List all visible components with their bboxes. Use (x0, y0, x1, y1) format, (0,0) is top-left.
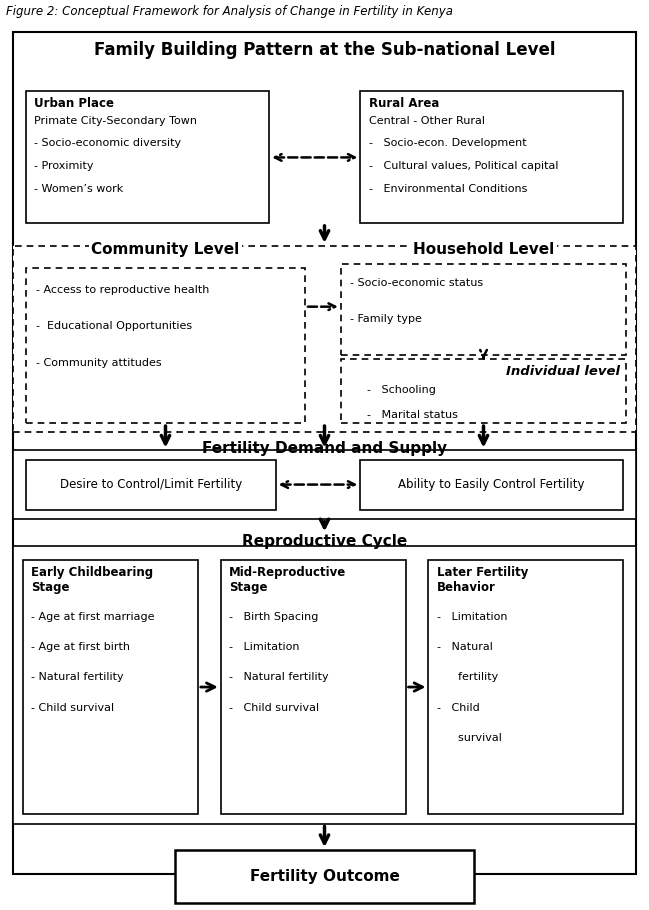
Text: -   Limitation: - Limitation (437, 612, 508, 622)
Text: -   Child: - Child (437, 703, 480, 713)
Text: -   Cultural values, Political capital: - Cultural values, Political capital (369, 161, 558, 171)
Text: Ability to Easily Control Fertility: Ability to Easily Control Fertility (398, 478, 585, 491)
FancyBboxPatch shape (428, 560, 623, 814)
Text: Family Building Pattern at the Sub-national Level: Family Building Pattern at the Sub-natio… (93, 41, 556, 59)
Text: Urban Place: Urban Place (34, 97, 114, 110)
Text: Rural Area: Rural Area (369, 97, 439, 110)
Text: -   Child survival: - Child survival (229, 703, 319, 713)
Text: Primate City-Secondary Town: Primate City-Secondary Town (34, 116, 197, 126)
Text: - Access to reproductive health: - Access to reproductive health (36, 285, 209, 295)
Text: -   Schooling: - Schooling (367, 385, 435, 395)
Text: -   Natural: - Natural (437, 642, 493, 652)
Text: - Natural fertility: - Natural fertility (31, 672, 124, 682)
Text: - Socio-economic diversity: - Socio-economic diversity (34, 138, 182, 148)
Text: - Age at first marriage: - Age at first marriage (31, 612, 154, 622)
Text: - Women’s work: - Women’s work (34, 184, 124, 194)
FancyBboxPatch shape (175, 850, 474, 903)
Text: - Proximity: - Proximity (34, 161, 94, 171)
Text: Early Childbearing
Stage: Early Childbearing Stage (31, 566, 153, 594)
Text: -   Natural fertility: - Natural fertility (229, 672, 329, 682)
Text: Reproductive Cycle: Reproductive Cycle (242, 534, 407, 549)
Text: Household Level: Household Level (413, 242, 554, 257)
Text: Individual level: Individual level (506, 365, 620, 378)
FancyBboxPatch shape (13, 450, 636, 519)
Text: - Age at first birth: - Age at first birth (31, 642, 130, 652)
FancyBboxPatch shape (360, 460, 623, 510)
Text: Figure 2: Conceptual Framework for Analysis of Change in Fertility in Kenya: Figure 2: Conceptual Framework for Analy… (6, 5, 454, 17)
Text: - Socio-economic status: - Socio-economic status (350, 278, 484, 288)
FancyBboxPatch shape (13, 32, 636, 874)
Text: -   Limitation: - Limitation (229, 642, 300, 652)
FancyBboxPatch shape (23, 560, 198, 814)
Text: -   Environmental Conditions: - Environmental Conditions (369, 184, 527, 194)
Text: Desire to Control/Limit Fertility: Desire to Control/Limit Fertility (60, 478, 242, 491)
Text: -   Socio-econ. Development: - Socio-econ. Development (369, 138, 526, 148)
FancyBboxPatch shape (26, 268, 305, 423)
FancyBboxPatch shape (341, 264, 626, 355)
Text: Central - Other Rural: Central - Other Rural (369, 116, 485, 126)
Text: fertility: fertility (437, 672, 498, 682)
FancyBboxPatch shape (341, 359, 626, 423)
FancyBboxPatch shape (26, 91, 269, 223)
FancyBboxPatch shape (360, 91, 623, 223)
Text: -  Educational Opportunities: - Educational Opportunities (36, 321, 192, 331)
Text: Fertility Demand and Supply: Fertility Demand and Supply (202, 441, 447, 456)
FancyBboxPatch shape (13, 246, 636, 432)
Text: -   Marital status: - Marital status (367, 410, 458, 420)
Text: Mid-Reproductive
Stage: Mid-Reproductive Stage (229, 566, 347, 594)
Text: Later Fertility
Behavior: Later Fertility Behavior (437, 566, 528, 594)
Text: -   Birth Spacing: - Birth Spacing (229, 612, 319, 622)
Text: - Child survival: - Child survival (31, 703, 114, 713)
FancyBboxPatch shape (26, 460, 276, 510)
Text: Fertility Outcome: Fertility Outcome (250, 869, 399, 884)
Text: - Community attitudes: - Community attitudes (36, 358, 162, 368)
Text: Community Level: Community Level (92, 242, 239, 257)
FancyBboxPatch shape (13, 546, 636, 824)
FancyBboxPatch shape (221, 560, 406, 814)
Text: survival: survival (437, 733, 502, 743)
Text: - Family type: - Family type (350, 314, 422, 324)
